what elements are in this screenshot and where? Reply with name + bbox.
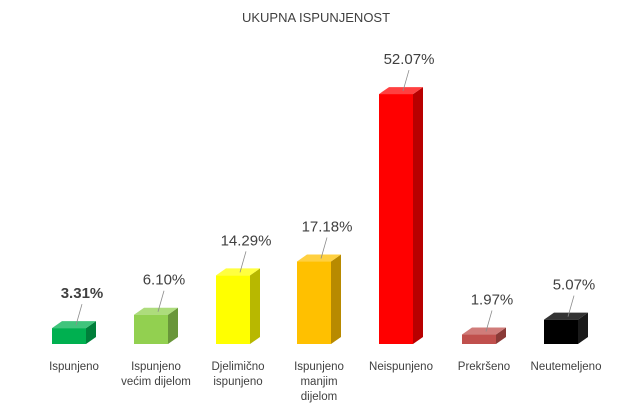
data-label-leader [239,251,247,273]
category-label: Djelimično ispunjeno [211,361,264,388]
chart-title: UKUPNA ISPUNJENOST [242,10,390,25]
bar-side-face [331,254,341,344]
bar-side-face [168,307,178,344]
bar-top-face [297,254,341,262]
bar-side-face [496,327,506,344]
bar-front-face [462,334,496,344]
bar-front-face [216,275,250,344]
data-label: 3.31% [61,285,104,302]
bar-7 [544,312,588,344]
data-label-leader [567,295,575,317]
data-labels-group: 3.31% 6.10% 14.29% 17.18% 52.07% 1.97% 5.07% [61,51,596,332]
category-label: Ispunjeno manjim dijelom [294,361,344,403]
bar-side-face [250,268,260,344]
data-label-leader [75,304,83,326]
data-label: 1.97% [471,292,514,309]
bar-side-face [86,321,96,344]
bar-side-face [413,87,423,345]
bar-front-face [52,328,86,344]
category-label: Neutemeljeno [531,361,602,373]
bar-4 [297,254,341,344]
bar-top-face [134,307,178,315]
bar-front-face [544,319,578,344]
data-label: 5.07% [553,277,596,294]
bar-top-face [52,321,96,329]
bar-front-face [297,261,331,344]
category-label: Ispunjeno većim dijelom [121,361,191,388]
bar-side-face [578,312,588,344]
bar-top-face [216,268,260,276]
bar-5 [379,87,423,345]
category-label: Prekršeno [458,361,510,373]
category-label: Neispunjeno [369,361,433,373]
category-label: Ispunjeno [49,361,99,373]
bar-top-face [379,87,423,95]
category-labels-group: Ispunjeno Ispunjeno većim dijelom Djelimičn… [49,361,601,403]
bar-3 [216,268,260,344]
bar-front-face [379,94,413,345]
bar-6 [462,327,506,344]
bar-2 [134,307,178,344]
data-label-leader [402,69,410,92]
data-label-leader [485,310,493,332]
bars-group [52,87,588,345]
data-label: 17.18% [302,219,353,236]
data-label-leader [157,290,165,312]
bar-1 [52,321,96,344]
bar-front-face [134,314,168,344]
data-label: 52.07% [384,51,435,68]
data-label: 14.29% [221,232,272,249]
data-label-leader [320,237,328,259]
bar-top-face [544,312,588,320]
data-label: 6.10% [143,272,186,289]
bar-top-face [462,327,506,335]
